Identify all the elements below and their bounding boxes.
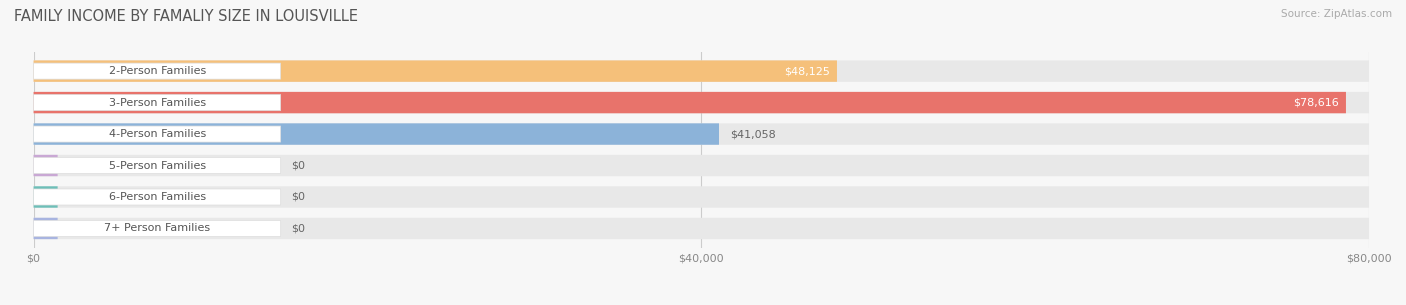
FancyBboxPatch shape — [34, 60, 1369, 82]
FancyBboxPatch shape — [34, 218, 58, 239]
Text: FAMILY INCOME BY FAMALIY SIZE IN LOUISVILLE: FAMILY INCOME BY FAMALIY SIZE IN LOUISVI… — [14, 9, 359, 24]
FancyBboxPatch shape — [34, 95, 281, 111]
Text: $0: $0 — [291, 160, 305, 170]
Text: $0: $0 — [291, 224, 305, 233]
FancyBboxPatch shape — [34, 60, 837, 82]
FancyBboxPatch shape — [34, 92, 1369, 113]
FancyBboxPatch shape — [34, 123, 718, 145]
FancyBboxPatch shape — [34, 155, 1369, 176]
Text: 2-Person Families: 2-Person Families — [108, 66, 205, 76]
FancyBboxPatch shape — [34, 186, 1369, 208]
Text: $78,616: $78,616 — [1294, 98, 1340, 108]
FancyBboxPatch shape — [34, 186, 58, 208]
Text: 6-Person Families: 6-Person Families — [108, 192, 205, 202]
Text: $0: $0 — [291, 192, 305, 202]
FancyBboxPatch shape — [34, 155, 58, 176]
Text: 4-Person Families: 4-Person Families — [108, 129, 205, 139]
FancyBboxPatch shape — [34, 63, 281, 79]
Text: $48,125: $48,125 — [785, 66, 831, 76]
FancyBboxPatch shape — [34, 157, 281, 174]
FancyBboxPatch shape — [34, 123, 1369, 145]
FancyBboxPatch shape — [34, 126, 281, 142]
FancyBboxPatch shape — [34, 221, 281, 236]
Text: 3-Person Families: 3-Person Families — [108, 98, 205, 108]
FancyBboxPatch shape — [34, 92, 1346, 113]
FancyBboxPatch shape — [34, 189, 281, 205]
Text: Source: ZipAtlas.com: Source: ZipAtlas.com — [1281, 9, 1392, 19]
Text: 7+ Person Families: 7+ Person Families — [104, 224, 209, 233]
Text: 5-Person Families: 5-Person Families — [108, 160, 205, 170]
Text: $41,058: $41,058 — [730, 129, 776, 139]
FancyBboxPatch shape — [34, 218, 1369, 239]
